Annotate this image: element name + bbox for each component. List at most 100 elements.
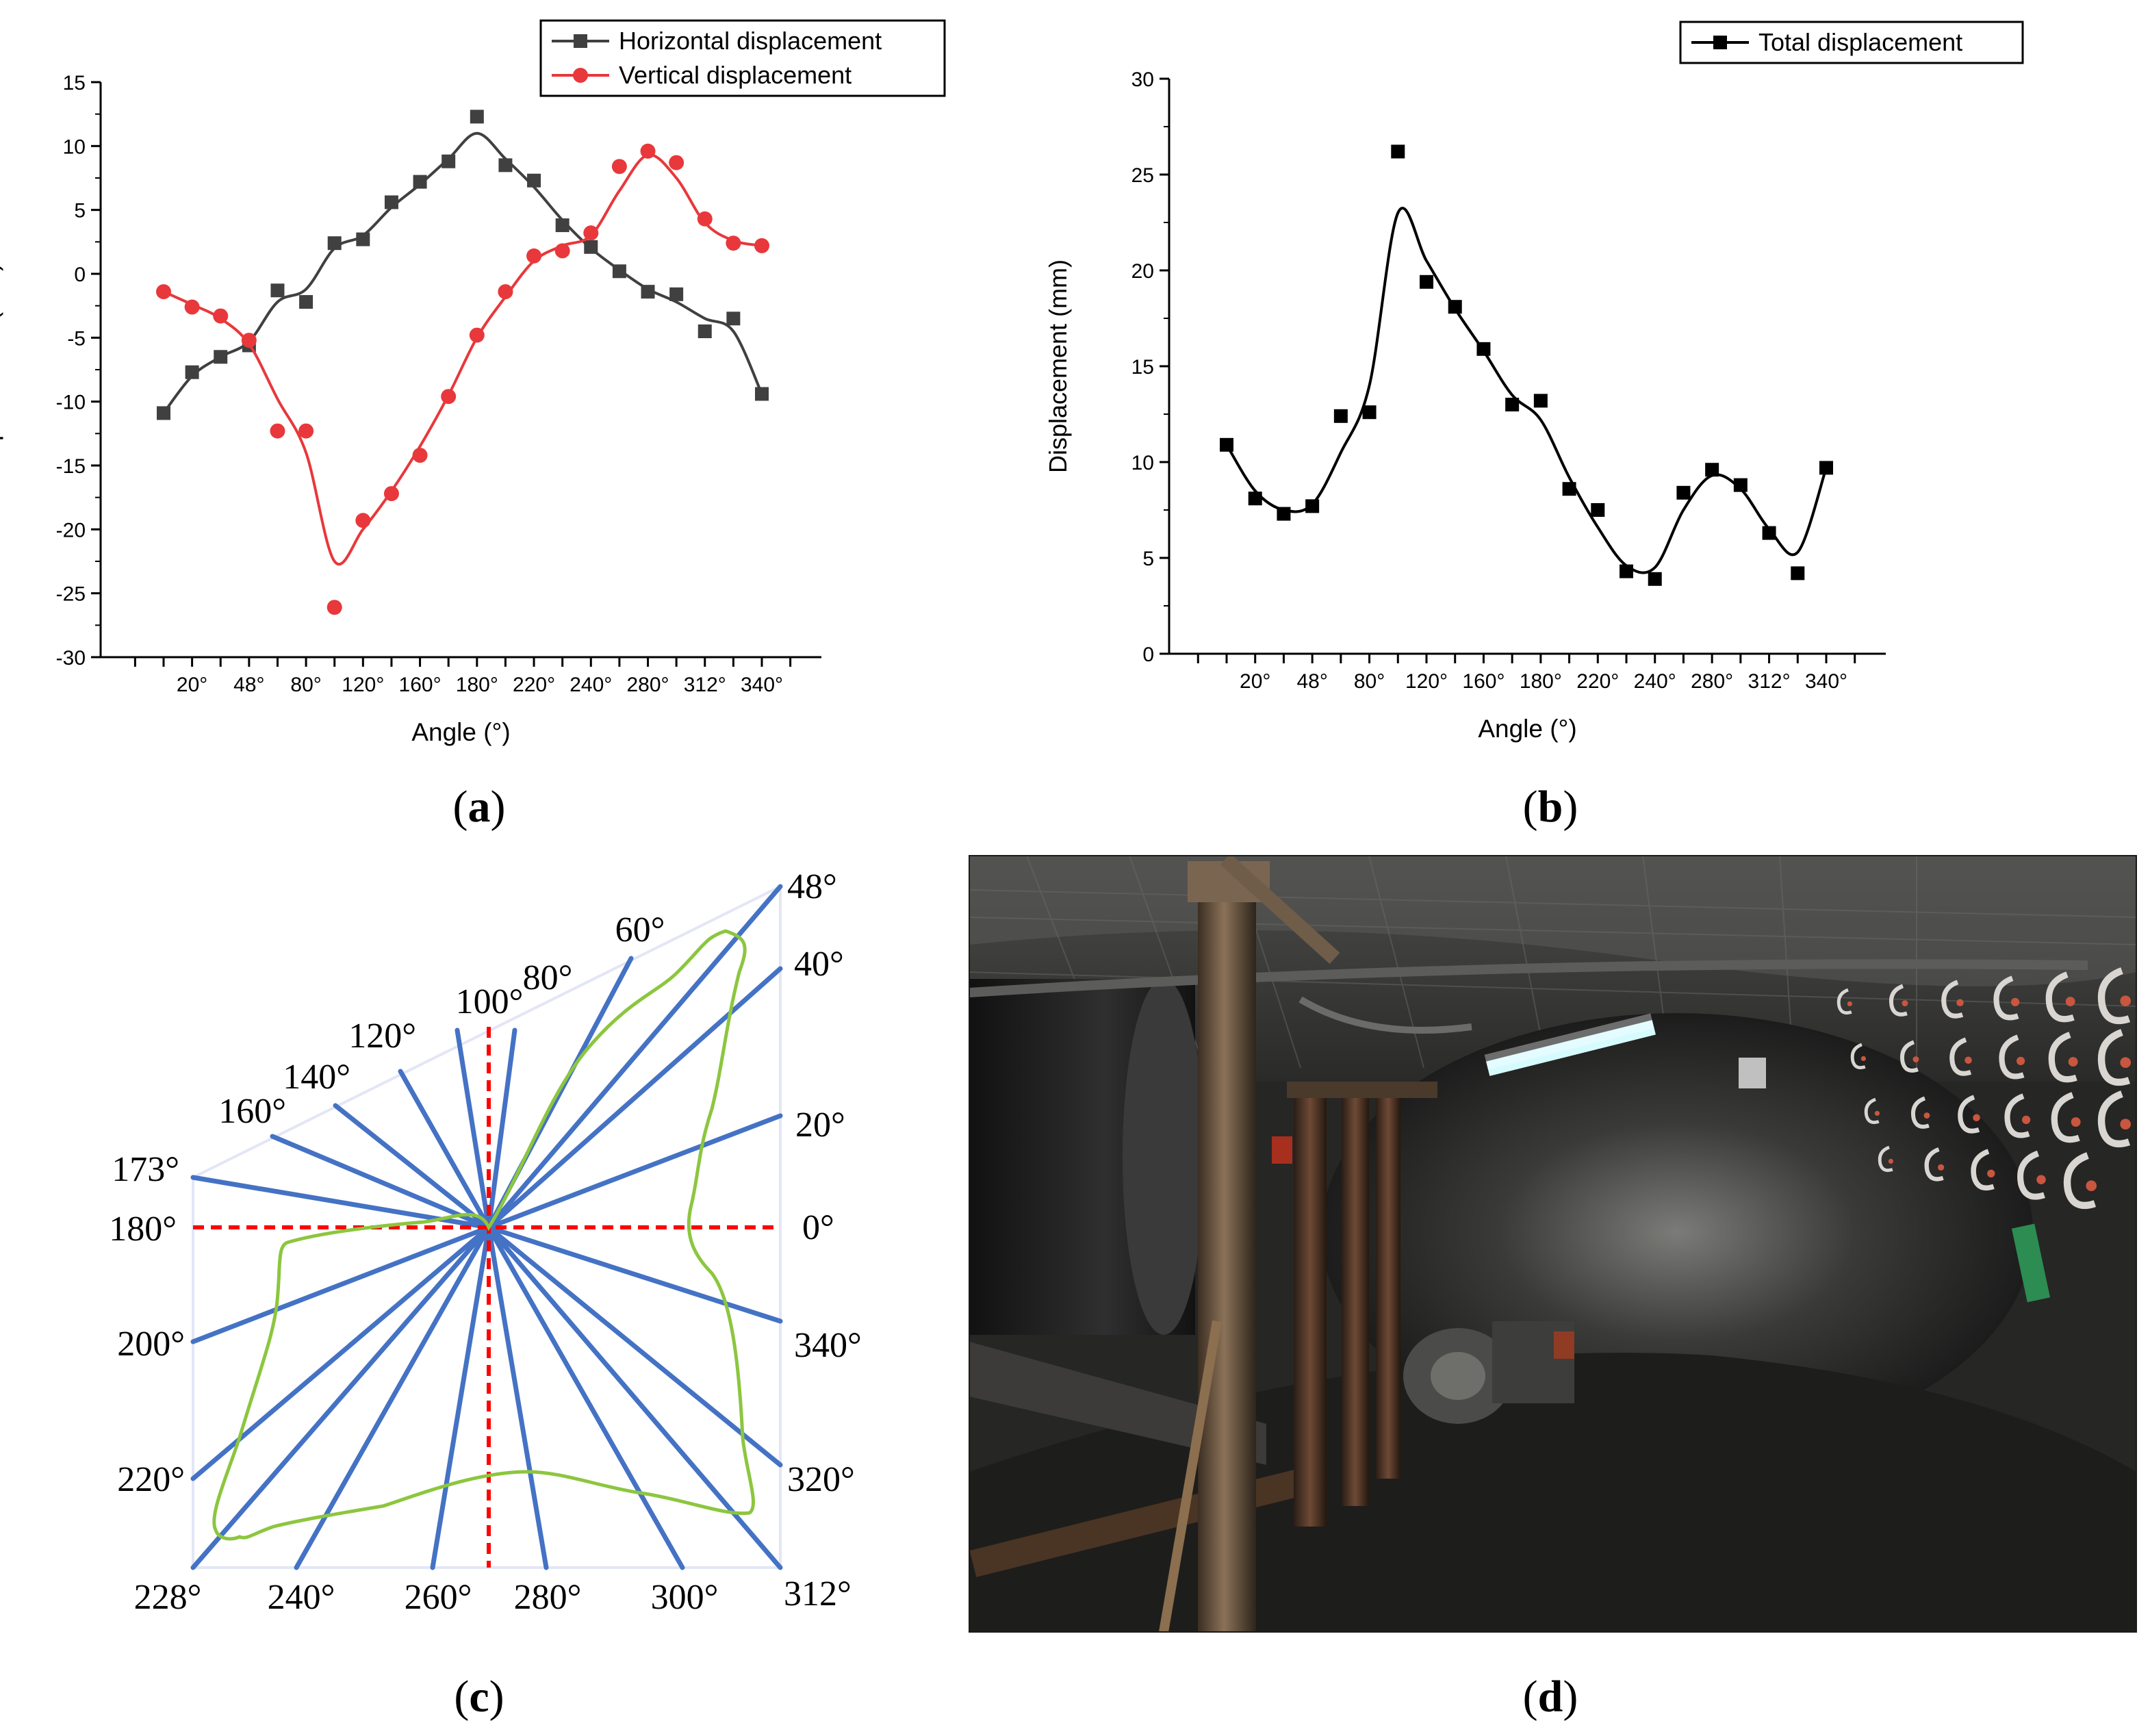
cable-hook <box>1993 975 2019 1021</box>
cable-hook <box>1999 1034 2025 1080</box>
data-point <box>554 243 570 259</box>
hook-clip <box>1912 1056 1919 1063</box>
angle-label: 180° <box>109 1210 177 1249</box>
data-point <box>469 327 485 343</box>
plot-area-a: -30 -25 -20 -15 -10 -5 0 5 10 15 20° 48° 80° 120° 160°… <box>0 19 946 746</box>
cable-hook <box>1900 1040 1919 1073</box>
data-point <box>1791 566 1805 580</box>
legend-marker <box>1713 36 1727 49</box>
angle-ray <box>486 1027 517 1230</box>
hook-clip <box>2120 1119 2131 1129</box>
hook-clip <box>1965 1056 1972 1064</box>
cable-hook <box>1949 1037 1972 1076</box>
data-point <box>355 513 371 528</box>
cable-hook <box>2017 1150 2045 1200</box>
x-tick-label: 312° <box>1748 670 1791 693</box>
y-tick-label: 5 <box>1142 548 1154 570</box>
angle-label: 100° <box>456 982 524 1021</box>
hook-clip <box>2016 1056 2025 1065</box>
hook-clip <box>1847 1001 1852 1006</box>
angle-ray <box>430 1225 491 1570</box>
data-point <box>1705 463 1719 477</box>
safety-sign <box>2011 1223 2051 1303</box>
panel-d-photo: (d) <box>969 855 2137 1722</box>
data-point <box>555 218 570 233</box>
angle-ray <box>333 1103 491 1230</box>
data-point <box>441 389 457 405</box>
series-line-0 <box>162 131 763 414</box>
cable-hook <box>1924 1147 1944 1182</box>
hook-clip <box>1923 1112 1930 1119</box>
angle-label: 80° <box>523 958 573 997</box>
data-point <box>1362 405 1377 420</box>
data-point <box>327 600 342 615</box>
wooden-post <box>1294 1088 1327 1527</box>
cable-hook <box>1971 1149 1995 1191</box>
data-point <box>1762 526 1776 540</box>
data-point <box>1248 492 1262 506</box>
hook-clip <box>2065 997 2075 1007</box>
angle-label: 228° <box>134 1578 202 1617</box>
angle-label: 60° <box>615 910 665 949</box>
data-point <box>1533 394 1548 408</box>
angle-ray <box>486 1225 783 1570</box>
y-tick-label: -20 <box>56 519 86 541</box>
x-tick-label: 240° <box>570 674 612 696</box>
legend-marker <box>574 34 587 48</box>
data-point <box>241 333 257 348</box>
series-line-0 <box>1225 207 1828 574</box>
legend-box <box>539 19 946 97</box>
data-point <box>1277 507 1291 521</box>
data-point <box>1591 503 1605 517</box>
data-point <box>383 486 399 502</box>
data-point <box>669 287 684 301</box>
caption-b: (b) <box>1523 782 1578 832</box>
hook-clip <box>1956 999 1964 1006</box>
legend-marker <box>573 68 588 83</box>
x-tick-label: 180° <box>456 674 498 696</box>
x-tick-label: 120° <box>342 674 384 696</box>
x-tick-label: 160° <box>399 674 441 696</box>
data-point <box>527 173 541 188</box>
angle-label: 200° <box>117 1325 185 1364</box>
hook-clip <box>1937 1164 1945 1171</box>
y-tick-label: 10 <box>63 136 86 158</box>
cable-hook <box>2004 1093 2030 1138</box>
angle-label: 20° <box>795 1106 845 1145</box>
x-tick-label: 48° <box>233 674 264 696</box>
panel-a: -30 -25 -20 -15 -10 -5 0 5 10 15 20° 48° 80° 120° 160°… <box>0 19 946 832</box>
data-point <box>641 285 655 299</box>
hook-clip <box>2010 997 2020 1006</box>
angle-label: 320° <box>787 1460 855 1499</box>
angle-ray <box>486 1113 783 1230</box>
series-line-1 <box>163 153 763 565</box>
data-point <box>498 158 513 173</box>
x-tick-label: 160° <box>1462 670 1505 693</box>
data-point <box>611 159 627 175</box>
x-tick-label: 80° <box>1354 670 1385 693</box>
y-tick-label: 25 <box>1131 164 1154 187</box>
x-tick-label: 120° <box>1405 670 1448 693</box>
data-point <box>1562 482 1576 496</box>
y-tick-label: 10 <box>1131 452 1154 474</box>
angle-label: 40° <box>794 945 844 984</box>
x-tick-label: 280° <box>626 674 669 696</box>
plot-area-b: 0 5 10 15 20 25 30 20° 48° 80° 120° 160° 180° 220° 240… <box>1044 21 2024 743</box>
angle-label: 240° <box>268 1578 335 1617</box>
data-point <box>498 284 513 300</box>
x-tick-label: 312° <box>684 674 726 696</box>
radial-diagram-c: 48° 40° 20° 0° 340° 320° 312° 300° 280° 260° 240° 2… <box>109 867 862 1617</box>
data-point <box>612 264 626 279</box>
angle-ray <box>486 884 783 1230</box>
data-point <box>270 423 285 439</box>
data-point <box>299 295 313 309</box>
y-axis-title: Displacement (mm) <box>1044 259 1072 473</box>
wooden-post <box>1376 1095 1400 1479</box>
hook-clip <box>2071 1117 2081 1127</box>
hook-clip <box>1987 1169 1995 1178</box>
data-point <box>156 284 171 300</box>
angle-label: 173° <box>112 1150 179 1189</box>
angle-label: 340° <box>794 1326 862 1365</box>
angle-ray <box>294 1225 491 1570</box>
